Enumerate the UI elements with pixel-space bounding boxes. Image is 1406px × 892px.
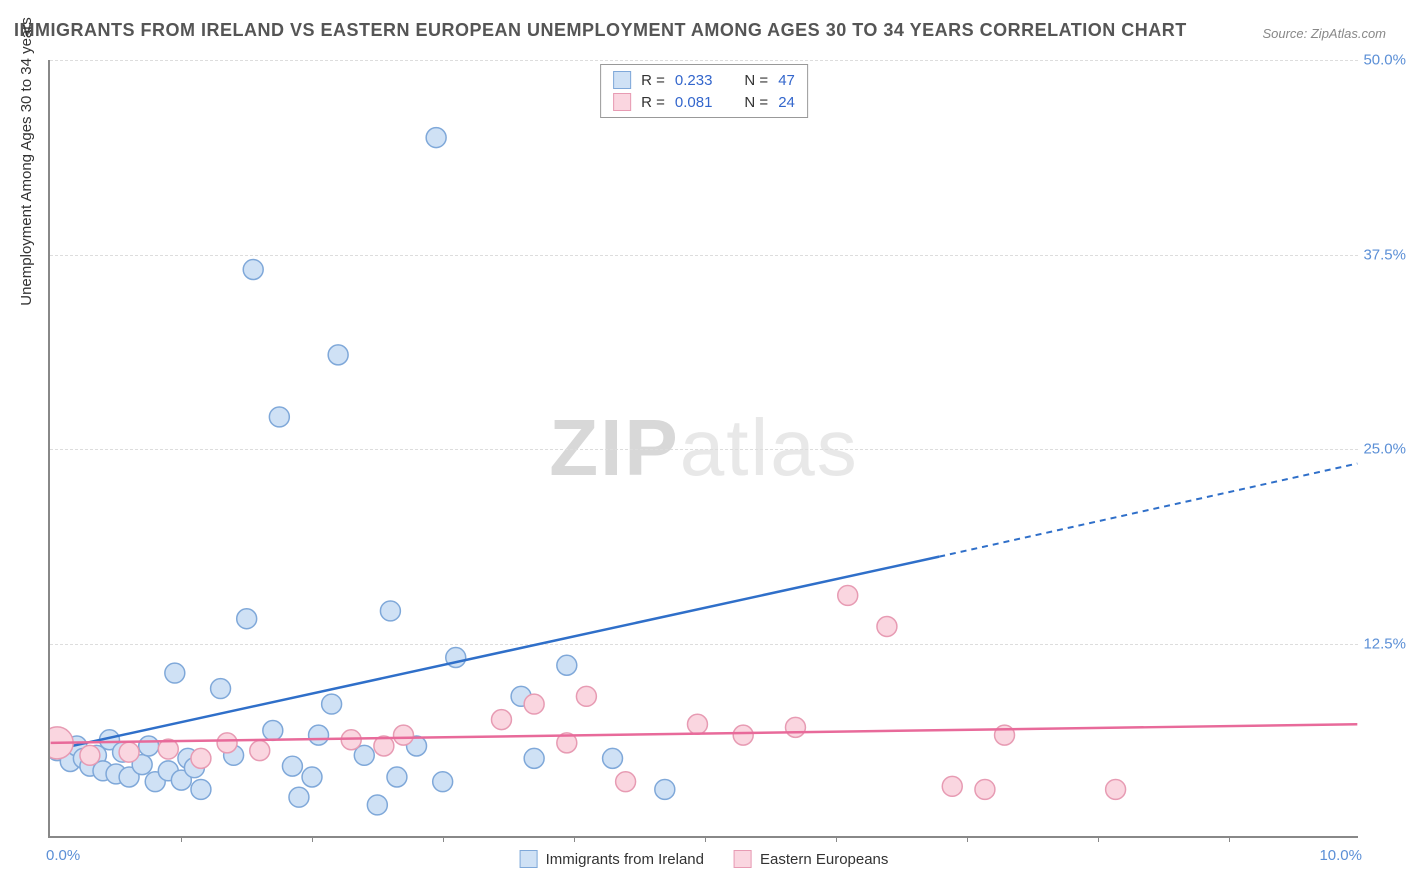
swatch-icon	[520, 850, 538, 868]
legend-item-eastern: Eastern Europeans	[734, 850, 888, 868]
data-point	[942, 776, 962, 796]
legend-stats: R = 0.233 N = 47 R = 0.081 N = 24	[600, 64, 808, 118]
legend-label: Immigrants from Ireland	[546, 851, 704, 868]
data-point	[289, 787, 309, 807]
y-tick-label: 37.5%	[1363, 246, 1406, 263]
data-point	[524, 748, 544, 768]
data-point	[838, 585, 858, 605]
data-point	[211, 679, 231, 699]
legend-label: Eastern Europeans	[760, 851, 888, 868]
legend-series: Immigrants from Ireland Eastern European…	[520, 850, 889, 868]
y-tick-label: 50.0%	[1363, 52, 1406, 69]
x-axis-min: 0.0%	[46, 847, 80, 864]
data-point	[282, 756, 302, 776]
data-point	[603, 748, 623, 768]
data-point	[877, 617, 897, 637]
data-point	[433, 772, 453, 792]
data-point	[557, 655, 577, 675]
data-point	[616, 772, 636, 792]
swatch-icon	[613, 71, 631, 89]
data-point	[576, 686, 596, 706]
data-point	[80, 745, 100, 765]
data-point	[1106, 779, 1126, 799]
legend-stats-row-2: R = 0.081 N = 24	[613, 91, 795, 113]
chart-title: IMMIGRANTS FROM IRELAND VS EASTERN EUROP…	[14, 20, 1187, 41]
data-point	[380, 601, 400, 621]
data-point	[309, 725, 329, 745]
data-point	[322, 694, 342, 714]
data-point	[269, 407, 289, 427]
y-axis-label: Unemployment Among Ages 30 to 34 years	[18, 17, 35, 306]
x-tick-mark	[181, 836, 182, 842]
x-tick-mark	[312, 836, 313, 842]
source-label: Source: ZipAtlas.com	[1262, 26, 1386, 41]
data-point	[687, 714, 707, 734]
y-tick-label: 25.0%	[1363, 441, 1406, 458]
data-point	[655, 779, 675, 799]
x-tick-mark	[967, 836, 968, 842]
data-point	[302, 767, 322, 787]
legend-stats-row-1: R = 0.233 N = 47	[613, 69, 795, 91]
x-tick-mark	[574, 836, 575, 842]
data-point	[387, 767, 407, 787]
data-point	[191, 748, 211, 768]
data-point	[263, 720, 283, 740]
legend-item-ireland: Immigrants from Ireland	[520, 850, 704, 868]
data-point	[250, 741, 270, 761]
x-tick-mark	[1098, 836, 1099, 842]
data-point	[165, 663, 185, 683]
data-point	[367, 795, 387, 815]
data-point	[733, 725, 753, 745]
data-point	[426, 128, 446, 148]
data-point	[237, 609, 257, 629]
trend-line-dashed	[939, 464, 1357, 557]
y-tick-label: 12.5%	[1363, 635, 1406, 652]
swatch-icon	[613, 93, 631, 111]
x-tick-mark	[1229, 836, 1230, 842]
data-point	[243, 260, 263, 280]
plot-area: ZIPatlas R = 0.233 N = 47 R = 0.081 N = …	[48, 60, 1358, 838]
data-point	[975, 779, 995, 799]
x-tick-mark	[705, 836, 706, 842]
data-point	[524, 694, 544, 714]
data-point	[119, 742, 139, 762]
data-point	[785, 717, 805, 737]
x-tick-mark	[836, 836, 837, 842]
data-point	[217, 733, 237, 753]
scatter-plot-svg	[50, 60, 1358, 836]
x-tick-mark	[443, 836, 444, 842]
data-point	[191, 779, 211, 799]
x-axis-max: 10.0%	[1319, 847, 1362, 864]
data-point	[394, 725, 414, 745]
swatch-icon	[734, 850, 752, 868]
data-point	[328, 345, 348, 365]
data-point	[139, 736, 159, 756]
chart-container: IMMIGRANTS FROM IRELAND VS EASTERN EUROP…	[0, 0, 1406, 892]
data-point	[491, 710, 511, 730]
